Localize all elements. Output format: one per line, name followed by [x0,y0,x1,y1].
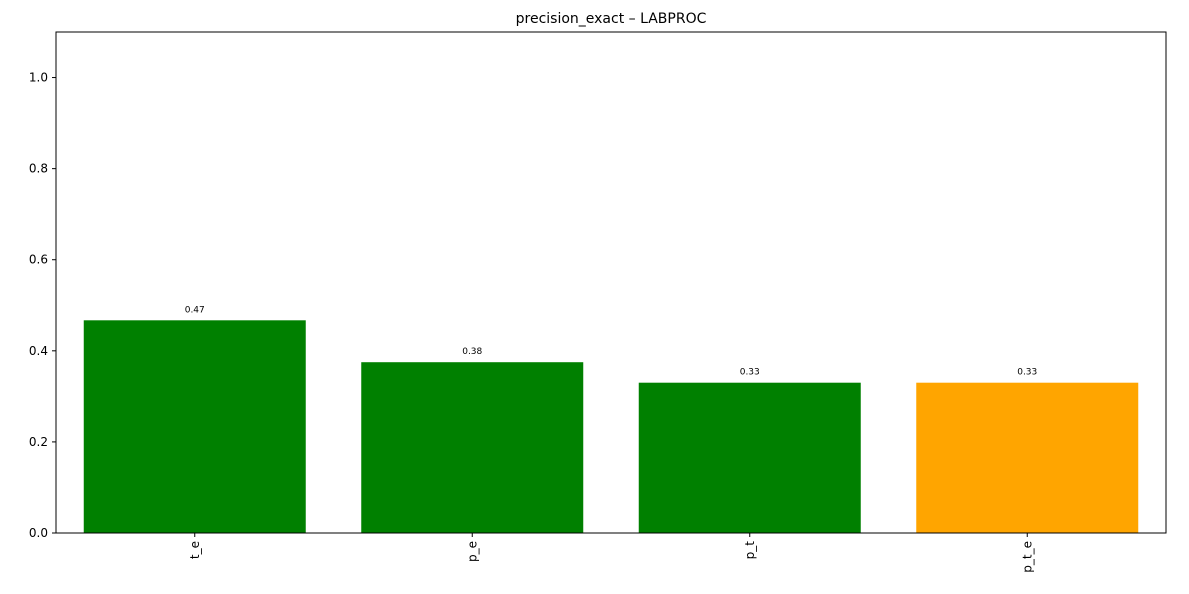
value-label-t-e: 0.47 [185,305,205,315]
value-label-p-t-e: 0.33 [1017,368,1037,378]
bars-layer [83,320,1139,533]
x-tick-label-t-e: t_e [188,541,202,559]
y-tick-label: 0.8 [29,162,48,176]
chart-title: precision_exact – LABPROC [516,11,707,27]
y-tick-label: 0.0 [29,526,48,540]
value-label-p-e: 0.38 [462,347,482,357]
bar-p-e [361,362,584,533]
bar-p-t [638,382,861,533]
x-tick-label-p-e: p_e [465,541,479,562]
y-tick-label: 0.4 [29,344,48,358]
x-axis: t_e p_e p_t p_t_e [188,533,1034,573]
y-tick-label: 0.6 [29,253,48,267]
x-tick-label-p-t: p_t [743,541,757,560]
y-tick-label: 1.0 [29,71,48,85]
y-axis: 0.0 0.2 0.4 0.6 0.8 1.0 [29,71,56,540]
bar-t-e [83,320,306,533]
y-tick-label: 0.2 [29,435,48,449]
bar-p-t-e [916,382,1139,533]
value-labels-layer: 0.47 0.38 0.33 0.33 [185,305,1038,377]
x-tick-label-p-t-e: p_t_e [1020,541,1034,573]
plot-frame [55,31,1167,534]
value-label-p-t: 0.33 [740,368,760,378]
